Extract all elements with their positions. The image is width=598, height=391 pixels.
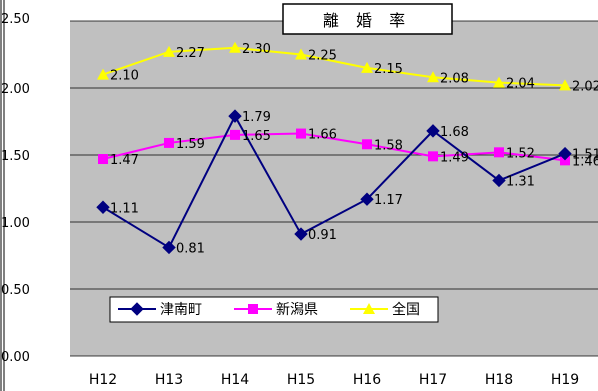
- legend-marker: [363, 303, 375, 314]
- y-tick-label: 1.00: [1, 216, 30, 231]
- x-tick-label: H18: [485, 372, 513, 388]
- national-point: [229, 41, 241, 53]
- y-axis-ticks: 0.00 0.50 1.00 1.50 2.00 2.50: [1, 12, 30, 365]
- x-tick-label: H14: [221, 372, 249, 388]
- data-label: 2.02: [572, 79, 598, 94]
- niigata-series-line: [102, 132, 566, 162]
- legend-marker: [130, 302, 144, 316]
- x-tick-label: H17: [419, 372, 447, 388]
- data-label: 1.52: [506, 146, 535, 161]
- x-tick-label: H19: [551, 372, 579, 388]
- y-tick-label: 1.50: [1, 149, 30, 164]
- data-label: 0.91: [308, 228, 337, 243]
- data-label: 2.15: [374, 62, 403, 77]
- x-tick-label: H16: [353, 372, 381, 388]
- tsunan-point: [228, 109, 242, 123]
- national-point: [361, 61, 373, 73]
- tsunan-series-line: [102, 114, 566, 249]
- gridlines: [70, 20, 598, 357]
- data-label: 2.27: [176, 46, 205, 61]
- legend-label: 新潟県: [276, 302, 318, 318]
- chart-title: 離 婚 率: [323, 11, 411, 30]
- data-label: 2.10: [110, 69, 139, 84]
- data-label: 1.49: [440, 150, 469, 165]
- data-label: 1.65: [242, 129, 271, 144]
- niigata-point: [296, 128, 306, 139]
- y-tick-label: 0.50: [1, 283, 30, 298]
- niigata-point: [230, 129, 240, 140]
- tsunan-point: [558, 146, 572, 161]
- national-point: [493, 76, 505, 88]
- data-label: 1.59: [176, 137, 205, 152]
- data-label: 2.08: [440, 71, 469, 86]
- legend-label: 全国: [392, 301, 420, 318]
- data-label: 1.11: [110, 201, 139, 216]
- y-tick-label: 2.00: [1, 82, 30, 97]
- y-tick-label: 2.50: [1, 12, 30, 27]
- data-label: 1.17: [374, 193, 403, 208]
- data-label: 1.31: [506, 174, 535, 189]
- tsunan-point: [294, 227, 308, 241]
- tsunan-point: [492, 173, 506, 188]
- niigata-point: [164, 137, 174, 148]
- data-label: 1.68: [440, 125, 469, 140]
- data-label: 1.66: [308, 128, 337, 143]
- data-label: 1.58: [374, 138, 403, 153]
- data-label: 1.47: [110, 153, 139, 168]
- tsunan-point: [360, 192, 374, 206]
- data-label: 1.46: [572, 154, 598, 169]
- tsunan-point: [162, 240, 176, 255]
- national-point: [97, 68, 109, 80]
- data-label: 1.79: [242, 110, 271, 125]
- y-tick-label: 0.00: [1, 350, 30, 365]
- niigata-point: [428, 151, 438, 162]
- niigata-point: [362, 139, 372, 150]
- national-point: [295, 48, 307, 60]
- series-layer: [96, 41, 572, 255]
- tsunan-point: [96, 200, 110, 214]
- legend-label: 津南町: [160, 302, 202, 318]
- national-series-line: [102, 46, 566, 87]
- data-label: 2.25: [308, 49, 337, 64]
- tsunan-point: [426, 124, 440, 138]
- data-label: 2.30: [242, 42, 271, 57]
- data-labels-layer: 1.11 0.81 1.79 0.91 1.17 1.68 1.31 1.51 1.47 1.59…: [110, 42, 598, 257]
- niigata-point: [494, 147, 504, 158]
- x-axis-ticks: H12 H13 H14 H15 H16 H17 H18 H19: [89, 372, 579, 388]
- x-tick-label: H12: [89, 372, 117, 388]
- x-tick-label: H13: [155, 372, 183, 388]
- data-label: 2.04: [506, 77, 535, 92]
- chart-title-box: 離 婚 率: [282, 3, 453, 35]
- national-point: [163, 45, 175, 57]
- legend-marker: [248, 304, 258, 314]
- data-label: 0.81: [176, 241, 205, 256]
- data-label: 1.51: [572, 148, 598, 163]
- x-tick-label: H15: [287, 372, 315, 388]
- national-point: [427, 71, 439, 83]
- niigata-point: [98, 154, 108, 165]
- legend: 津南町 新潟県 全国: [109, 296, 439, 323]
- national-point: [559, 79, 571, 91]
